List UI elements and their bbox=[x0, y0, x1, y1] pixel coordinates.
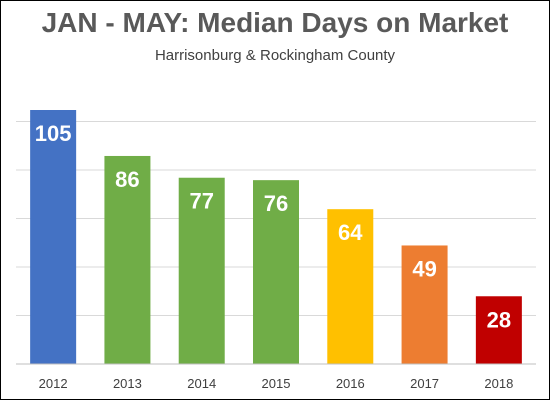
bar-2018 bbox=[475, 296, 522, 364]
data-label-2013: 86 bbox=[115, 167, 139, 192]
data-label-2015: 76 bbox=[264, 191, 288, 216]
bar-2016 bbox=[327, 209, 374, 364]
x-tick-label-2016: 2016 bbox=[336, 376, 365, 391]
chart-subtitle: Harrisonburg & Rockingham County bbox=[154, 47, 396, 64]
bar-2013 bbox=[104, 155, 151, 364]
data-label-2012: 105 bbox=[35, 121, 72, 146]
data-label-2017: 49 bbox=[412, 256, 436, 281]
data-label-2018: 28 bbox=[487, 307, 511, 332]
bar-2014 bbox=[178, 177, 225, 364]
x-tick-label-2015: 2015 bbox=[262, 376, 291, 391]
x-tick-label-2018: 2018 bbox=[484, 376, 513, 391]
bar-2017 bbox=[401, 245, 448, 364]
data-label-2014: 77 bbox=[189, 189, 213, 214]
bar-2015 bbox=[253, 180, 299, 364]
chart-title: JAN - MAY: Median Days on Market bbox=[41, 7, 509, 38]
data-label-2016: 64 bbox=[338, 220, 363, 245]
x-tick-label-2014: 2014 bbox=[187, 376, 216, 391]
x-tick-label-2013: 2013 bbox=[113, 376, 142, 391]
x-tick-label-2017: 2017 bbox=[410, 376, 439, 391]
x-tick-label-2012: 2012 bbox=[39, 376, 68, 391]
bar-2012 bbox=[30, 110, 77, 364]
